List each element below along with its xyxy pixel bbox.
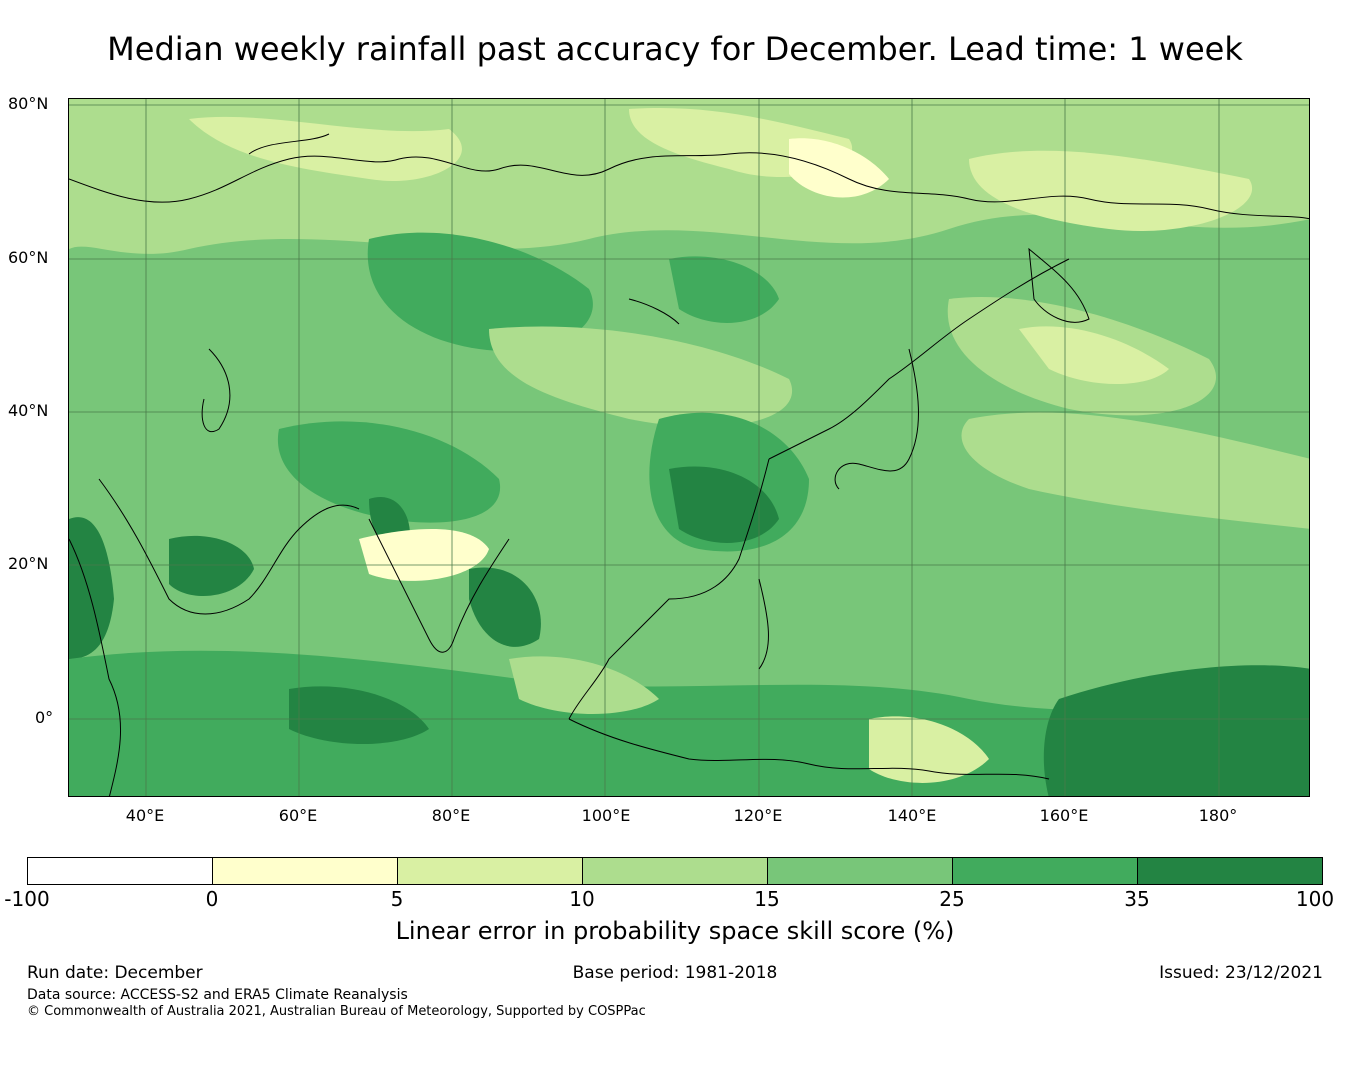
philippines (758, 578, 769, 670)
skill-region (367, 232, 593, 351)
skill-region (489, 326, 793, 427)
skill-region (359, 529, 489, 581)
colorbar (27, 857, 1323, 885)
run-date: Run date: December (27, 963, 203, 983)
lat-label-80n: 80°N (8, 94, 49, 113)
coastlines (69, 133, 1309, 796)
lon-label-120e: 120°E (733, 806, 783, 825)
figure-title: Median weekly rainfall past accuracy for… (107, 30, 1243, 68)
colorbar-segment (768, 858, 953, 884)
map-canvas (69, 99, 1309, 796)
colorbar-segment (398, 858, 583, 884)
arctic-coastline (69, 152, 1309, 220)
arabian-peninsula (98, 478, 360, 615)
lon-label-60e: 60°E (278, 806, 318, 825)
skill-region (789, 138, 889, 198)
skill-region (669, 256, 779, 323)
skill-region (469, 567, 541, 647)
colorbar-tick: 5 (390, 887, 404, 911)
skill-region (277, 421, 501, 523)
lat-label-60n: 60°N (8, 248, 49, 267)
colorbar-tick: 15 (754, 887, 780, 911)
skill-region (189, 116, 462, 181)
skill-region (1019, 326, 1169, 384)
data-source: Data source: ACCESS-S2 and ERA5 Climate … (27, 987, 408, 1003)
lat-label-20n: 20°N (8, 554, 49, 573)
novaya-zemlya (248, 133, 330, 155)
lake-baikal (628, 298, 680, 325)
skill-region (169, 535, 254, 596)
skill-region (869, 716, 989, 783)
lat-label-equator: 0° (35, 708, 54, 727)
lon-label-40e: 40°E (125, 806, 165, 825)
colorbar-tick: 25 (939, 887, 965, 911)
colorbar-tick: 35 (1124, 887, 1150, 911)
colorbar-segment (953, 858, 1138, 884)
skill-region (289, 686, 429, 744)
africa-coast (69, 538, 122, 796)
skill-region (961, 412, 1309, 529)
colorbar-tick: -100 (4, 887, 50, 911)
skill-score-map (68, 98, 1310, 797)
colorbar-tick: 10 (569, 887, 595, 911)
skill-region (1043, 665, 1309, 796)
base-period: Base period: 1981-2018 (572, 963, 778, 983)
copyright: © Commonwealth of Australia 2021, Austra… (27, 1004, 646, 1019)
colorbar-segment (1138, 858, 1322, 884)
issued-date: Issued: 23/12/2021 (1159, 963, 1323, 983)
skill-region (509, 656, 659, 714)
colorbar-segment (28, 858, 213, 884)
lon-label-180: 180° (1198, 806, 1238, 825)
indonesia (568, 718, 1050, 780)
skill-region (969, 150, 1253, 231)
lat-label-40n: 40°N (8, 401, 49, 420)
colorbar-segment (583, 858, 768, 884)
lon-label-160e: 160°E (1039, 806, 1089, 825)
colorbar-segment (213, 858, 398, 884)
skill-region (669, 466, 779, 543)
colorbar-tick: 100 (1295, 887, 1335, 911)
lon-label-100e: 100°E (581, 806, 631, 825)
india (368, 518, 510, 653)
china-indochina-coast (568, 458, 770, 720)
gridlines (69, 99, 1309, 796)
pacific-coastline (768, 258, 1070, 460)
lon-label-140e: 140°E (887, 806, 937, 825)
skill-region (69, 517, 114, 659)
colorbar-label: Linear error in probability space skill … (395, 917, 955, 945)
skill-region (69, 650, 1309, 796)
colorbar-tick: 0 (205, 887, 219, 911)
kamchatka (1028, 247, 1090, 323)
caspian-sea (201, 348, 231, 432)
japan (834, 348, 919, 490)
lon-label-80e: 80°E (431, 806, 471, 825)
